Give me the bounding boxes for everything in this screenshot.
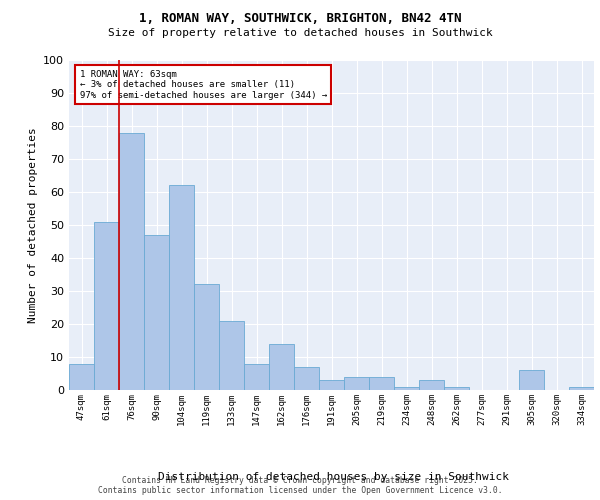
- Bar: [194, 284, 219, 390]
- Bar: [444, 386, 469, 390]
- Bar: [219, 320, 244, 390]
- Bar: [294, 367, 319, 390]
- Bar: [344, 377, 369, 390]
- Bar: [369, 377, 394, 390]
- Text: 1, ROMAN WAY, SOUTHWICK, BRIGHTON, BN42 4TN: 1, ROMAN WAY, SOUTHWICK, BRIGHTON, BN42 …: [139, 12, 461, 26]
- Text: Size of property relative to detached houses in Southwick: Size of property relative to detached ho…: [107, 28, 493, 38]
- Bar: [394, 386, 419, 390]
- Bar: [94, 222, 119, 390]
- Text: Contains HM Land Registry data © Crown copyright and database right 2025.
Contai: Contains HM Land Registry data © Crown c…: [98, 476, 502, 495]
- Text: 1 ROMAN WAY: 63sqm
← 3% of detached houses are smaller (11)
97% of semi-detached: 1 ROMAN WAY: 63sqm ← 3% of detached hous…: [79, 70, 327, 100]
- Bar: [269, 344, 294, 390]
- Bar: [169, 186, 194, 390]
- Bar: [569, 386, 594, 390]
- Bar: [519, 370, 544, 390]
- Bar: [119, 132, 144, 390]
- Bar: [419, 380, 444, 390]
- Text: Distribution of detached houses by size in Southwick: Distribution of detached houses by size …: [158, 472, 509, 482]
- Bar: [144, 235, 169, 390]
- Bar: [69, 364, 94, 390]
- Bar: [244, 364, 269, 390]
- Bar: [319, 380, 344, 390]
- Y-axis label: Number of detached properties: Number of detached properties: [28, 127, 38, 323]
